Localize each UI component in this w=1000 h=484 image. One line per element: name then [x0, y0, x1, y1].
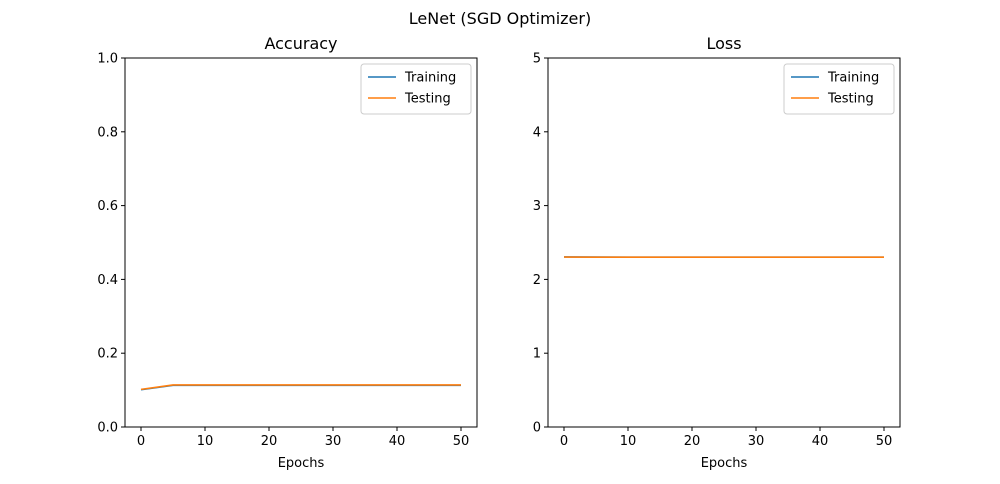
subplot-title: Accuracy: [264, 34, 337, 53]
x-tick-label: 20: [261, 434, 278, 449]
x-tick-label: 20: [684, 434, 701, 449]
y-tick-label: 0.0: [97, 421, 118, 436]
y-tick-label: 1.0: [97, 52, 118, 67]
x-axis-label: Epochs: [701, 456, 748, 471]
x-tick-label: 0: [137, 434, 145, 449]
legend: Training Testing: [361, 64, 471, 114]
y-tick-label: 0.2: [97, 347, 118, 362]
y-tick-label: 0.4: [97, 273, 118, 288]
x-axis-label: Epochs: [278, 456, 325, 471]
legend-label-testing: Testing: [404, 92, 451, 107]
legend-label-training: Training: [827, 71, 879, 86]
legend: Training Testing: [784, 64, 894, 114]
x-tick-label: 40: [389, 434, 406, 449]
y-tick-label: 0: [533, 421, 541, 436]
legend-label-training: Training: [404, 71, 456, 86]
loss-subplot: Loss 0 10 20 30 40 50 0 1 2 3 4 5 Epochs Training Testi…: [533, 34, 900, 471]
y-tick-label: 2: [533, 273, 541, 288]
figure-title: LeNet (SGD Optimizer): [409, 9, 591, 28]
x-tick-label: 40: [812, 434, 829, 449]
x-tick-label: 10: [197, 434, 214, 449]
x-tick-label: 50: [876, 434, 893, 449]
x-tick-label: 30: [748, 434, 765, 449]
x-tick-label: 30: [325, 434, 342, 449]
y-tick-label: 1: [533, 347, 541, 362]
y-tick-label: 5: [533, 52, 541, 67]
y-tick-label: 0.8: [97, 125, 118, 140]
x-tick-label: 10: [620, 434, 637, 449]
y-tick-label: 0.6: [97, 199, 118, 214]
legend-label-testing: Testing: [827, 92, 874, 107]
y-tick-label: 3: [533, 199, 541, 214]
accuracy-subplot: Accuracy 0 10 20 30 40 50 0.0 0.2 0.4 0.6 0.8 1.0 Epo…: [97, 34, 477, 471]
x-tick-label: 0: [560, 434, 568, 449]
y-tick-label: 4: [533, 125, 541, 140]
x-tick-label: 50: [453, 434, 470, 449]
subplot-title: Loss: [706, 34, 741, 53]
